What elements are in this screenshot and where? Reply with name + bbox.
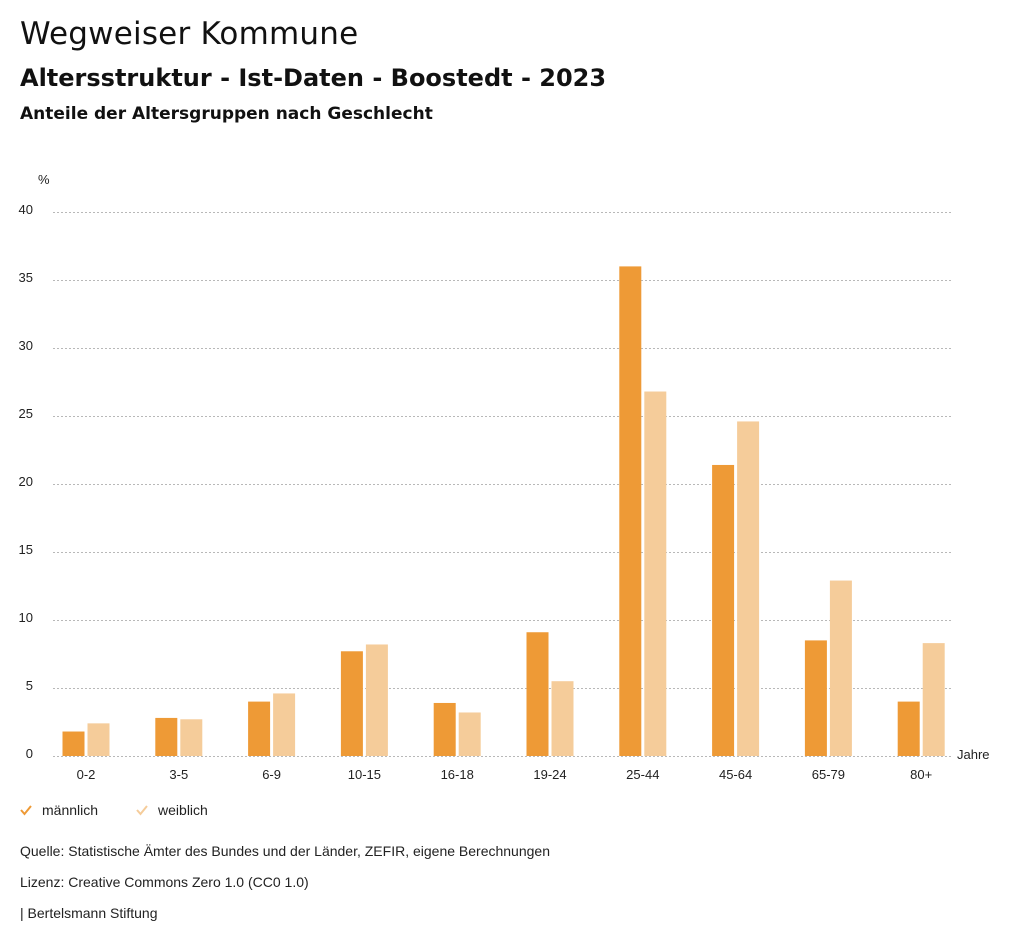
bar-weiblich-25-44[interactable] — [644, 391, 667, 756]
y-tick-label: 20 — [19, 474, 33, 489]
bar-maennlich-65-79[interactable] — [804, 640, 827, 756]
bar-maennlich-10-15[interactable] — [340, 651, 363, 756]
bar-weiblich-6-9[interactable] — [273, 693, 296, 756]
y-tick-label: 5 — [26, 678, 33, 693]
bar-maennlich-80+[interactable] — [897, 701, 920, 756]
x-tick-label: 10-15 — [348, 767, 381, 782]
y-tick-label: 15 — [19, 542, 33, 557]
legend-label: weiblich — [158, 802, 208, 818]
bar-weiblich-0-2[interactable] — [87, 723, 110, 756]
bar-weiblich-80+[interactable] — [922, 643, 945, 756]
page-title: Wegweiser Kommune — [20, 16, 359, 52]
x-tick-label: 16-18 — [441, 767, 474, 782]
x-tick-label: 6-9 — [262, 767, 281, 782]
legend-item-weiblich[interactable]: weiblich — [136, 802, 208, 818]
y-tick-label: 30 — [19, 338, 33, 353]
x-tick-label: 80+ — [910, 767, 932, 782]
x-tick-label: 45-64 — [719, 767, 752, 782]
chart-subtitle: Altersstruktur - Ist-Daten - Boostedt - … — [20, 64, 607, 92]
bar-weiblich-3-5[interactable] — [180, 719, 203, 756]
x-tick-label: 65-79 — [812, 767, 845, 782]
legend-label: männlich — [42, 802, 99, 818]
bar-maennlich-3-5[interactable] — [155, 717, 178, 756]
publisher-note: | Bertelsmann Stiftung — [20, 905, 158, 921]
y-tick-label: 40 — [19, 202, 33, 217]
y-tick-label: 10 — [19, 610, 33, 625]
y-axis-label: % — [38, 172, 50, 187]
legend: männlich weiblich — [20, 802, 208, 818]
source-note: Quelle: Statistische Ämter des Bundes un… — [20, 843, 550, 859]
y-tick-label: 0 — [26, 746, 33, 761]
bar-maennlich-25-44[interactable] — [619, 266, 642, 756]
x-tick-label: 19-24 — [533, 767, 566, 782]
bar-maennlich-16-18[interactable] — [433, 702, 456, 756]
bar-weiblich-65-79[interactable] — [829, 580, 852, 756]
bar-maennlich-45-64[interactable] — [712, 464, 735, 756]
x-axis-ticks: 0-2 3-5 6-9 10-15 16-18 19-24 25-44 45-64 65-79 8… — [77, 767, 933, 782]
x-axis-label: Jahre — [957, 747, 990, 762]
license-note: Lizenz: Creative Commons Zero 1.0 (CC0 1… — [20, 874, 309, 890]
bar-weiblich-10-15[interactable] — [365, 644, 388, 756]
y-axis-ticks: 0 5 10 15 20 25 30 35 40 — [19, 202, 33, 761]
bar-maennlich-6-9[interactable] — [248, 701, 271, 756]
chart-description: Anteile der Altersgruppen nach Geschlech… — [20, 104, 433, 124]
legend-item-maennlich[interactable]: männlich — [20, 802, 98, 818]
bar-chart: 0 5 10 15 20 25 30 35 40 0-2 3-5 6-9 10-15 16-18 19-2… — [19, 172, 990, 782]
x-tick-label: 25-44 — [626, 767, 659, 782]
x-tick-label: 3-5 — [169, 767, 188, 782]
bar-maennlich-19-24[interactable] — [526, 632, 549, 756]
y-tick-label: 35 — [19, 270, 33, 285]
x-tick-label: 0-2 — [77, 767, 96, 782]
bar-maennlich-0-2[interactable] — [62, 731, 85, 756]
gridlines — [53, 212, 952, 757]
check-icon — [136, 805, 148, 816]
bars — [62, 266, 945, 756]
bar-weiblich-16-18[interactable] — [458, 712, 481, 756]
bar-weiblich-19-24[interactable] — [551, 681, 574, 756]
y-tick-label: 25 — [19, 406, 33, 421]
bar-weiblich-45-64[interactable] — [737, 421, 760, 756]
check-icon — [20, 805, 32, 816]
